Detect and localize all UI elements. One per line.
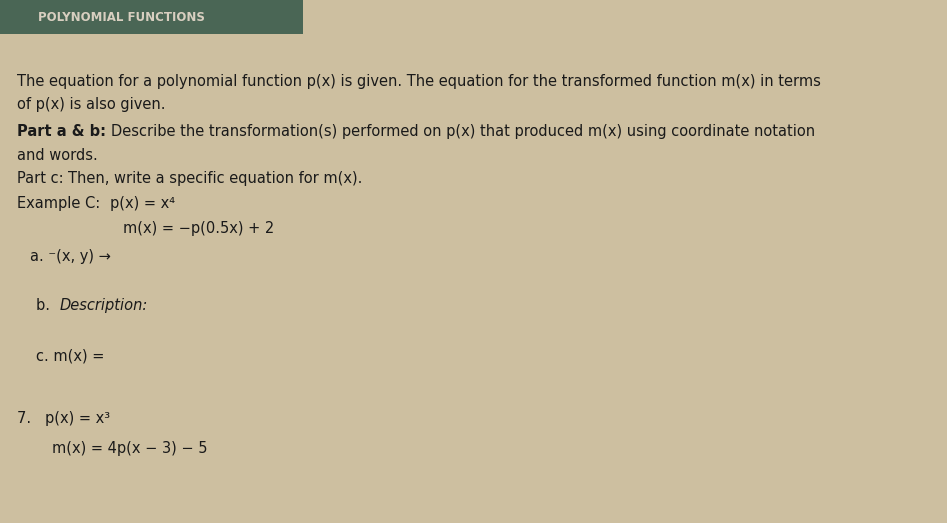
Text: c. m(x) =: c. m(x) = xyxy=(36,348,104,363)
Text: Part a & b:: Part a & b: xyxy=(17,124,111,139)
Text: Describe the transformation(s) performed on p(x) that produced m(x) using coordi: Describe the transformation(s) performed… xyxy=(111,124,815,139)
Text: m(x) = −p(0.5x) + 2: m(x) = −p(0.5x) + 2 xyxy=(123,221,275,236)
Text: b.: b. xyxy=(36,299,60,313)
Text: m(x) = 4p(x − 3) − 5: m(x) = 4p(x − 3) − 5 xyxy=(52,441,207,456)
Text: a. ⁻(x, y) →: a. ⁻(x, y) → xyxy=(30,249,111,264)
Text: Then, write a specific equation for m(x).: Then, write a specific equation for m(x)… xyxy=(68,172,363,186)
Text: of p(x) is also given.: of p(x) is also given. xyxy=(17,97,166,112)
Text: 7.   p(x) = x³: 7. p(x) = x³ xyxy=(17,411,110,426)
Text: p(x) = x⁴: p(x) = x⁴ xyxy=(110,197,174,211)
Text: Example C:: Example C: xyxy=(17,197,110,211)
Text: Description:: Description: xyxy=(60,299,148,313)
Text: and words.: and words. xyxy=(17,148,98,163)
Text: Part c:: Part c: xyxy=(17,172,68,186)
FancyBboxPatch shape xyxy=(0,0,303,34)
Text: POLYNOMIAL FUNCTIONS: POLYNOMIAL FUNCTIONS xyxy=(38,11,205,24)
Text: The equation for a polynomial function p(x) is given. The equation for the trans: The equation for a polynomial function p… xyxy=(17,74,821,88)
